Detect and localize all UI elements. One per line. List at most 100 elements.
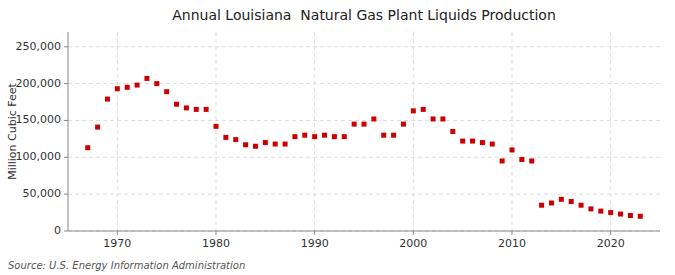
point [559, 197, 564, 202]
y-tick [64, 194, 68, 195]
point [204, 107, 209, 112]
point [174, 102, 179, 107]
point [569, 199, 574, 204]
point [450, 129, 455, 134]
point [352, 122, 357, 127]
point [95, 125, 100, 130]
point [312, 134, 317, 139]
x-grid-line [314, 32, 315, 231]
y-tick [64, 83, 68, 84]
x-tick [216, 231, 217, 235]
point [164, 89, 169, 94]
point [302, 133, 307, 138]
source-annotation: Source: U.S. Energy Information Administ… [8, 260, 245, 271]
y-tick-label: 100,000 [16, 150, 62, 163]
y-tick [64, 120, 68, 121]
point [490, 142, 495, 147]
point [223, 135, 228, 140]
y-grid-line [68, 46, 660, 47]
point [381, 133, 386, 138]
point [460, 139, 465, 144]
x-tick-label: 1970 [103, 237, 131, 250]
x-axis-line [68, 231, 660, 232]
x-tick [117, 231, 118, 235]
y-tick [64, 157, 68, 158]
x-grid-line [512, 32, 513, 231]
x-tick-label: 1980 [202, 237, 230, 250]
x-tick [413, 231, 414, 235]
points [85, 76, 643, 219]
y-tick-label: 50,000 [23, 187, 62, 200]
y-grid-line [68, 157, 660, 158]
point [154, 81, 159, 86]
point [529, 158, 534, 163]
x-grid-line [117, 32, 118, 231]
point [480, 140, 485, 145]
point [105, 97, 110, 102]
point [411, 108, 416, 113]
point [283, 142, 288, 147]
x-grid-line [216, 32, 217, 231]
x-tick-label: 2020 [597, 237, 625, 250]
point [85, 145, 90, 150]
point [263, 140, 268, 145]
y-axis-label: Million Cubic Feet [6, 82, 19, 179]
point [135, 83, 140, 88]
point [342, 134, 347, 139]
point [579, 203, 584, 208]
x-tick-label: 1990 [301, 237, 329, 250]
grid [68, 32, 660, 231]
point [253, 144, 258, 149]
point [510, 147, 515, 152]
x-tick [314, 231, 315, 235]
point [292, 134, 297, 139]
y-grid-line [68, 194, 660, 195]
point [391, 133, 396, 138]
y-tick-label: 0 [54, 224, 61, 237]
point [470, 139, 475, 144]
point [421, 107, 426, 112]
x-tick [610, 231, 611, 235]
point [628, 213, 633, 218]
point [184, 105, 189, 110]
point [539, 203, 544, 208]
point [588, 206, 593, 211]
point [371, 116, 376, 121]
y-tick-label: 200,000 [16, 77, 62, 90]
x-grid-line [413, 32, 414, 231]
point [440, 116, 445, 121]
y-grid-line [68, 120, 660, 121]
point [401, 122, 406, 127]
chart: 0 50,000 100,000 150,000 200,000 250,000 1970 1… [0, 0, 675, 275]
point [332, 134, 337, 139]
point [638, 214, 643, 219]
point [322, 133, 327, 138]
point [243, 142, 248, 147]
point [144, 76, 149, 81]
point [362, 122, 367, 127]
point [115, 86, 120, 91]
x-tick-label: 2000 [399, 237, 427, 250]
x-tick [512, 231, 513, 235]
y-tick-label: 250,000 [16, 40, 62, 53]
x-tick-label: 2010 [498, 237, 526, 250]
point [125, 85, 130, 90]
y-grid-line [68, 231, 660, 232]
title: Annual Louisiana Natural Gas Plant Liqui… [172, 7, 556, 23]
point [273, 142, 278, 147]
x-grid-line [610, 32, 611, 231]
point [500, 158, 505, 163]
point [598, 209, 603, 214]
point [519, 157, 524, 162]
y-axis-line [68, 32, 69, 231]
point [608, 210, 613, 215]
point [431, 116, 436, 121]
y-tick-label: 150,000 [16, 113, 62, 126]
point [214, 124, 219, 129]
point [194, 107, 199, 112]
point [549, 200, 554, 205]
y-tick [64, 46, 68, 47]
y-tick [64, 231, 68, 232]
point [233, 137, 238, 142]
point [618, 212, 623, 217]
